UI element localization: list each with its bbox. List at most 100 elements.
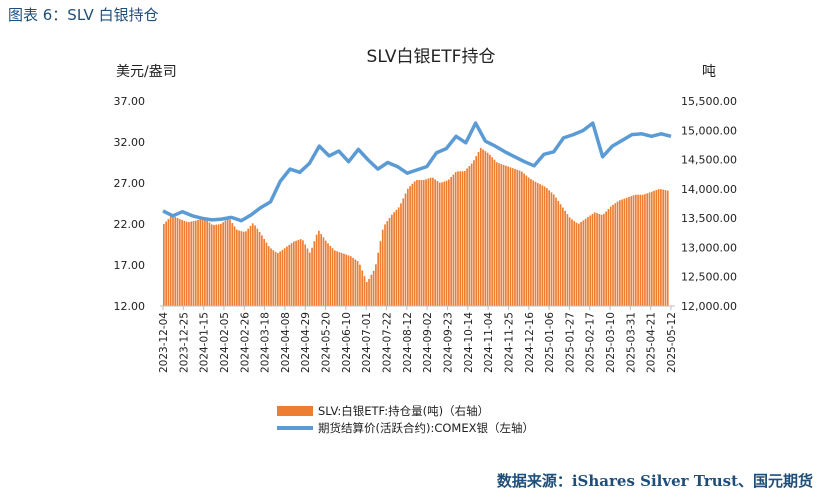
- x-tick-label: 2024-12-16: [524, 312, 536, 373]
- bar: [267, 246, 270, 306]
- bar: [379, 241, 382, 306]
- bar: [208, 222, 211, 306]
- bar: [174, 216, 177, 306]
- y-right-tick-label: 14,000.00: [681, 183, 737, 196]
- bar: [292, 241, 295, 306]
- bar: [258, 232, 261, 306]
- x-tick-label: 2024-04-29: [300, 312, 312, 373]
- bar: [308, 252, 311, 306]
- bar: [393, 212, 395, 306]
- bar: [609, 206, 612, 306]
- legend-line-label: 期货结算价(活跃合约):COMEX银（左轴）: [318, 421, 534, 435]
- bar: [222, 222, 224, 306]
- bar: [466, 168, 468, 306]
- bar: [224, 220, 227, 306]
- bar: [509, 167, 512, 306]
- bar: [432, 177, 434, 306]
- bar: [329, 245, 332, 306]
- bar: [406, 188, 409, 306]
- bar: [557, 200, 560, 306]
- x-tick-label: 2024-07-01: [361, 312, 373, 373]
- bar: [650, 191, 653, 306]
- bar: [495, 162, 498, 306]
- bar: [324, 240, 327, 306]
- bar: [607, 209, 610, 306]
- bar: [347, 255, 350, 306]
- x-tick-label: 2024-01-15: [199, 312, 211, 373]
- bar: [370, 274, 373, 306]
- bar: [660, 189, 662, 306]
- bar: [555, 197, 557, 306]
- bar: [247, 228, 250, 306]
- x-tick-label: 2023-12-04: [158, 312, 170, 373]
- bar: [249, 226, 252, 306]
- bar: [436, 181, 439, 306]
- y-left-axis-title: 美元/盎司: [116, 64, 177, 80]
- bar: [229, 219, 231, 306]
- bar: [240, 231, 243, 306]
- bar: [204, 218, 206, 306]
- x-tick-label: 2024-03-18: [260, 312, 272, 373]
- x-tick-label: 2025-05-12: [666, 312, 678, 373]
- x-tick-label: 2025-03-10: [605, 312, 617, 373]
- y-left-tick-label: 32.00: [114, 136, 146, 149]
- bar: [425, 179, 427, 306]
- bar: [612, 204, 614, 306]
- bar: [493, 159, 496, 306]
- bar: [181, 220, 183, 306]
- bar: [220, 223, 222, 306]
- bar: [395, 209, 398, 306]
- bar: [233, 226, 236, 306]
- y-right-tick-label: 13,000.00: [681, 241, 737, 254]
- bar: [345, 254, 348, 306]
- bar: [302, 240, 304, 306]
- bar: [473, 160, 475, 306]
- bar: [283, 248, 286, 306]
- bar: [664, 190, 667, 306]
- bar: [290, 243, 293, 306]
- bar: [552, 194, 555, 306]
- bar: [172, 215, 174, 306]
- bar: [311, 247, 313, 306]
- bar: [580, 222, 582, 306]
- bar: [450, 177, 452, 306]
- bar: [235, 229, 238, 306]
- bar: [361, 270, 364, 306]
- bar: [657, 189, 660, 306]
- bar: [639, 194, 642, 306]
- bar: [616, 201, 619, 306]
- bar: [192, 221, 195, 306]
- bar: [270, 248, 272, 306]
- bar: [363, 276, 366, 306]
- bar: [546, 188, 548, 306]
- bar: [261, 235, 263, 306]
- bar: [534, 181, 537, 306]
- x-tick-label: 2024-07-22: [382, 312, 394, 373]
- bar: [603, 213, 605, 306]
- bar: [596, 213, 598, 306]
- bar: [306, 248, 309, 306]
- bar: [525, 175, 528, 306]
- bar: [630, 196, 633, 306]
- bar: [500, 164, 503, 306]
- bar: [201, 218, 204, 306]
- bar: [169, 216, 172, 306]
- bar: [548, 190, 551, 306]
- bar: [619, 200, 621, 306]
- x-tick-label: 2024-02-05: [219, 312, 231, 373]
- bar: [327, 243, 329, 306]
- bar: [245, 231, 247, 306]
- y-right-tick-label: 15,500.00: [681, 95, 737, 108]
- bar: [438, 182, 441, 306]
- x-tick-label: 2024-08-12: [402, 312, 414, 373]
- bar: [338, 252, 341, 306]
- bar: [336, 251, 338, 306]
- bar: [313, 241, 316, 306]
- bar: [343, 253, 345, 306]
- bar: [331, 248, 334, 306]
- bar: [591, 213, 594, 306]
- bar: [263, 238, 266, 306]
- bar: [295, 240, 297, 306]
- y-right-axis-title: 吨: [702, 64, 716, 80]
